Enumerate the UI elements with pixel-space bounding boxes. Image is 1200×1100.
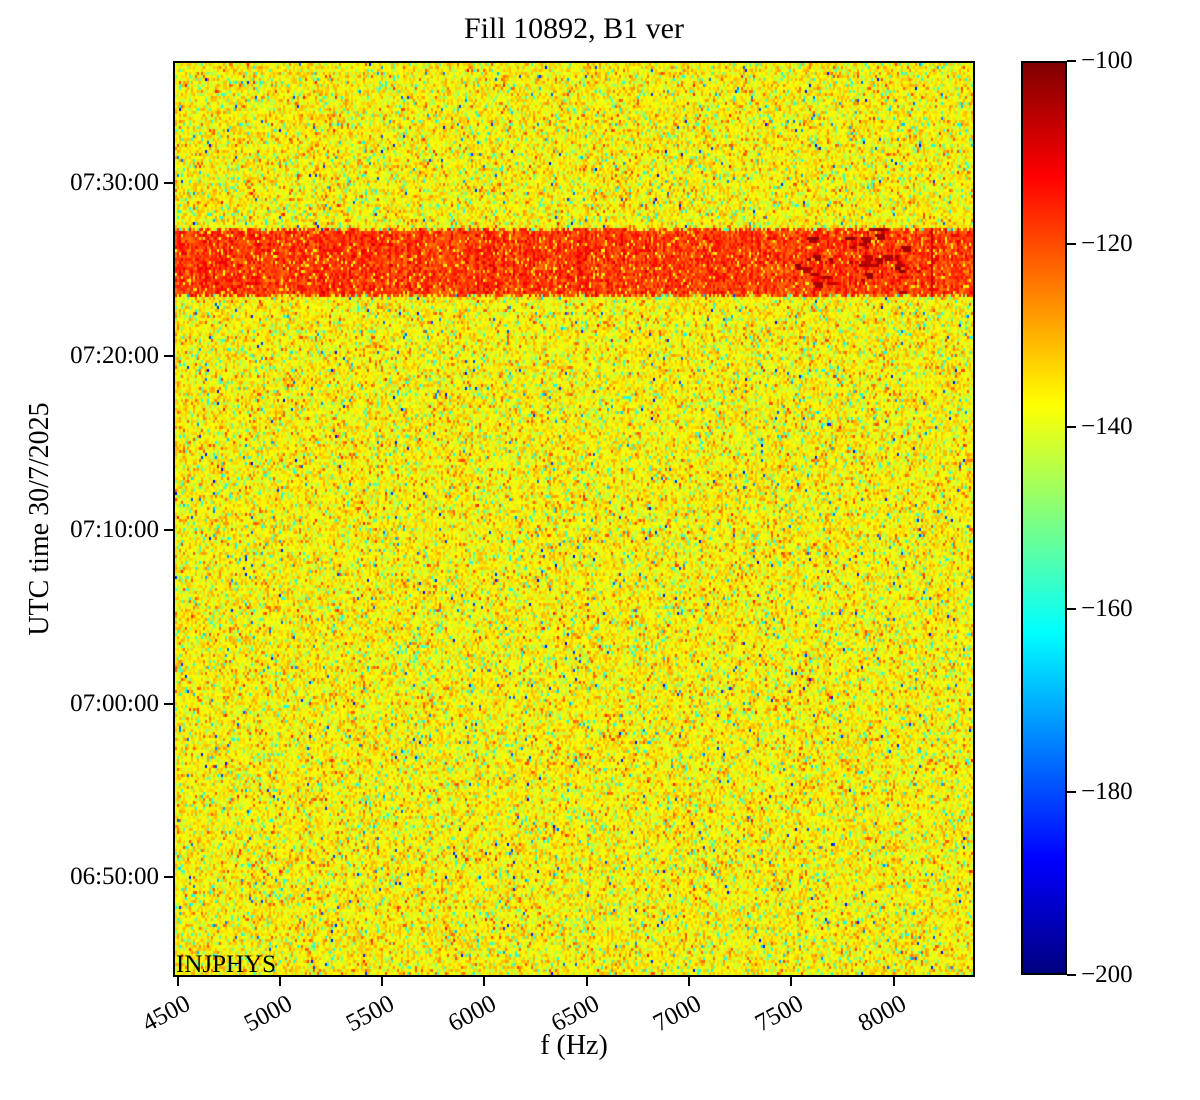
colorbar-tick-label: −100 [1081,47,1133,74]
x-tick-mark [381,977,384,986]
y-tick-label: 06:50:00 [70,863,159,891]
x-tick-mark [278,977,281,986]
colorbar-tick-label: −160 [1081,595,1133,623]
x-axis-label: f (Hz) [540,1030,608,1061]
y-tick-label: 07:30:00 [70,168,159,196]
y-tick-mark [164,355,173,358]
x-tick-mark [892,977,895,986]
colorbar-tick-label: −120 [1081,229,1133,257]
x-tick-mark [176,977,179,986]
colorbar-tick-mark [1067,60,1076,62]
plot-title: Fill 10892, B1 ver [463,12,684,45]
beam-mode-annotation: INJPHYS [176,951,277,978]
x-tick-mark [585,977,588,986]
y-tick-label: 07:20:00 [70,342,159,370]
y-tick-mark [164,702,173,705]
x-tick-mark [790,977,793,986]
colorbar-tick-label: −140 [1081,412,1133,440]
spectrogram-heatmap [175,63,973,975]
y-axis-label: UTC time 30/7/2025 [24,402,55,636]
colorbar-tick-label: −180 [1081,778,1133,806]
x-tick-mark [687,977,690,986]
x-tick-mark [483,977,486,986]
y-tick-mark [164,181,173,184]
colorbar-tick-mark [1067,608,1076,611]
colorbar-tick-label: −200 [1081,961,1133,988]
colorbar-tick-mark [1067,974,1076,976]
y-tick-label: 07:00:00 [70,689,159,717]
colorbar-tick-mark [1067,425,1076,428]
y-tick-mark [164,528,173,531]
colorbar-tick-mark [1067,791,1076,794]
y-tick-mark [164,876,173,879]
y-tick-label: 07:10:00 [70,515,159,543]
spectrogram-plot-area: INJPHYS [173,61,975,977]
colorbar-tick-mark [1067,242,1076,245]
colorbar [1021,61,1067,975]
